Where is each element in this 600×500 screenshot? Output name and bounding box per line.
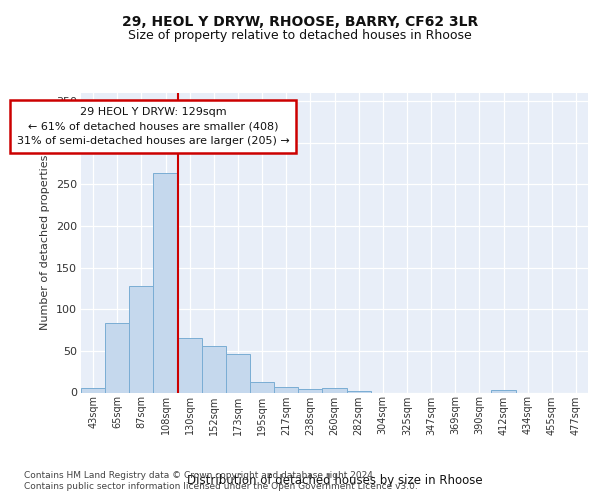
Text: 29 HEOL Y DRYW: 129sqm
← 61% of detached houses are smaller (408)
31% of semi-de: 29 HEOL Y DRYW: 129sqm ← 61% of detached… [17, 106, 290, 146]
Bar [491, 390, 515, 392]
Bar [226, 354, 250, 393]
Bar [105, 324, 129, 392]
Bar [178, 338, 202, 392]
Bar [202, 346, 226, 393]
Y-axis label: Number of detached properties: Number of detached properties [40, 155, 50, 330]
Bar [274, 386, 298, 392]
Bar [154, 174, 178, 392]
X-axis label: Distribution of detached houses by size in Rhoose: Distribution of detached houses by size … [187, 474, 482, 486]
Text: Size of property relative to detached houses in Rhoose: Size of property relative to detached ho… [128, 29, 472, 42]
Text: 29, HEOL Y DRYW, RHOOSE, BARRY, CF62 3LR: 29, HEOL Y DRYW, RHOOSE, BARRY, CF62 3LR [122, 15, 478, 29]
Bar [298, 389, 322, 392]
Bar [250, 382, 274, 392]
Bar [81, 388, 105, 392]
Bar [129, 286, 154, 393]
Text: Contains HM Land Registry data © Crown copyright and database right 2024.: Contains HM Land Registry data © Crown c… [24, 471, 376, 480]
Text: Contains public sector information licensed under the Open Government Licence v3: Contains public sector information licen… [24, 482, 418, 491]
Bar [322, 388, 347, 392]
Bar [347, 391, 371, 392]
